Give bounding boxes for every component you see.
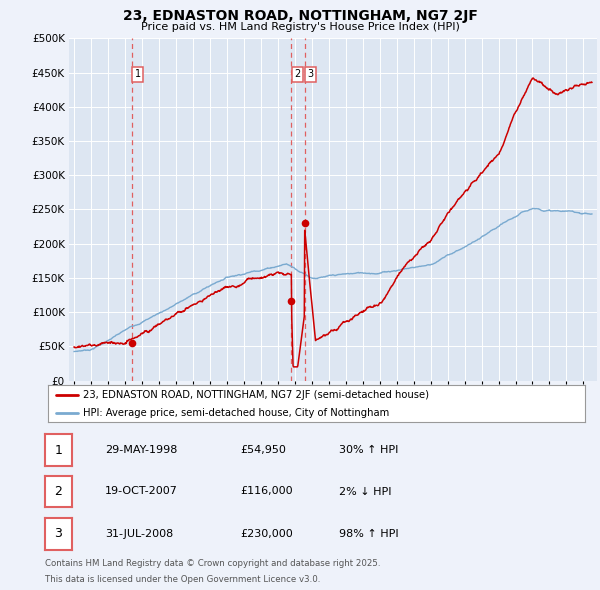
Text: HPI: Average price, semi-detached house, City of Nottingham: HPI: Average price, semi-detached house,… [83,408,389,418]
Text: £230,000: £230,000 [240,529,293,539]
Text: Price paid vs. HM Land Registry's House Price Index (HPI): Price paid vs. HM Land Registry's House … [140,22,460,32]
Text: 2: 2 [55,485,62,498]
Text: 31-JUL-2008: 31-JUL-2008 [105,529,173,539]
Text: 23, EDNASTON ROAD, NOTTINGHAM, NG7 2JF: 23, EDNASTON ROAD, NOTTINGHAM, NG7 2JF [122,9,478,24]
Text: 98% ↑ HPI: 98% ↑ HPI [339,529,398,539]
Text: 23, EDNASTON ROAD, NOTTINGHAM, NG7 2JF (semi-detached house): 23, EDNASTON ROAD, NOTTINGHAM, NG7 2JF (… [83,390,429,400]
Text: 19-OCT-2007: 19-OCT-2007 [105,487,178,496]
Text: Contains HM Land Registry data © Crown copyright and database right 2025.: Contains HM Land Registry data © Crown c… [45,559,380,568]
Text: £54,950: £54,950 [240,445,286,455]
Text: 1: 1 [134,69,140,79]
Text: This data is licensed under the Open Government Licence v3.0.: This data is licensed under the Open Gov… [45,575,320,584]
Text: 3: 3 [55,527,62,540]
Text: 2: 2 [294,69,300,79]
Text: £116,000: £116,000 [240,487,293,496]
Text: 3: 3 [307,69,313,79]
Text: 29-MAY-1998: 29-MAY-1998 [105,445,178,455]
Text: 30% ↑ HPI: 30% ↑ HPI [339,445,398,455]
Text: 1: 1 [55,444,62,457]
Text: 2% ↓ HPI: 2% ↓ HPI [339,487,391,496]
